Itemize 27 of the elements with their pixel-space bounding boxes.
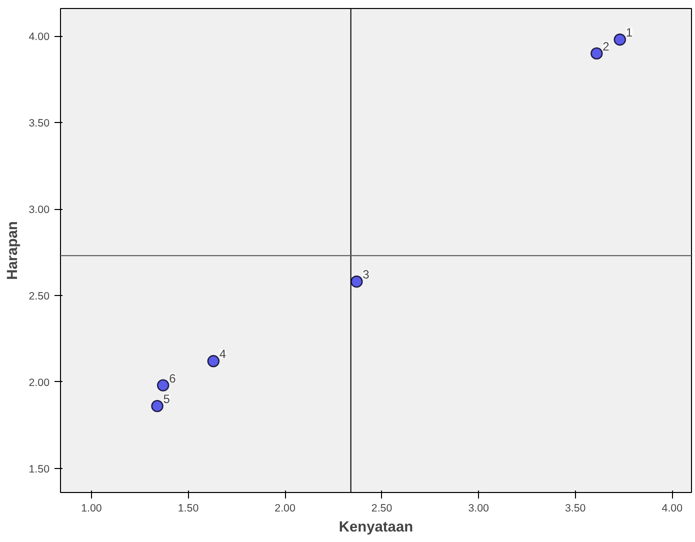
point [156,379,170,392]
y-tick-label: 3.00 [28,204,50,216]
annotation: 6 [169,371,176,386]
y-tick-label: 4.00 [28,31,50,44]
point [614,34,626,46]
point [207,355,220,368]
annotation: 1 [626,26,633,40]
x-tick-label: 2.50 [371,502,392,514]
point [350,276,363,288]
y-axis-title: Harapan [4,221,21,280]
point [590,47,603,60]
x-tick-label: 4.00 [662,502,683,514]
annotation: 2 [602,39,610,54]
x-axis-title: Kenyataan [338,520,414,536]
y-tick-label: 2.50 [28,290,50,302]
annotation: 3 [362,268,370,282]
x-tick-label: 2.00 [274,502,296,514]
x-tick-label: 3.50 [564,502,586,514]
point [151,400,164,412]
x-tick-label: 1.50 [178,502,199,514]
annotation: 4 [219,347,226,362]
y-tick-label: 1.50 [28,463,50,476]
annotation: 5 [163,392,170,406]
x-tick-label: 1.00 [81,502,102,514]
x-tick-label: 3.00 [468,502,490,514]
y-tick-label: 3.50 [28,118,50,130]
y-tick-label: 2.00 [28,376,50,389]
